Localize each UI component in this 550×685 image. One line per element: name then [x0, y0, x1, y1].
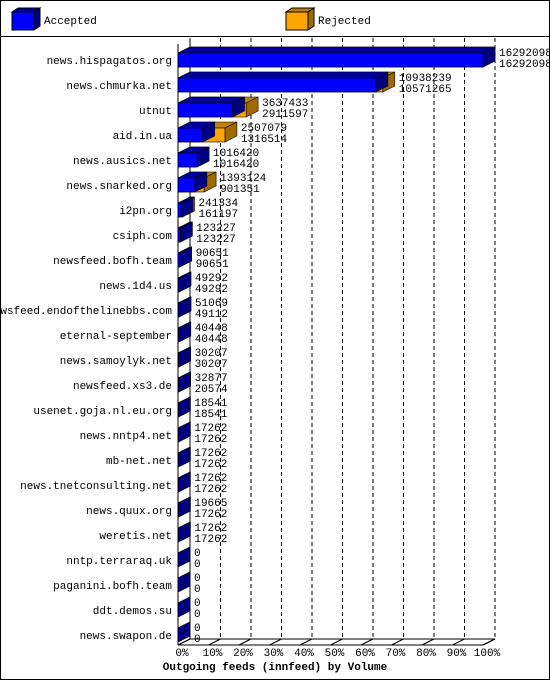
- x-tick-label: 90%: [447, 648, 467, 660]
- value-label: 17262: [194, 434, 227, 446]
- bar-face: [178, 153, 197, 167]
- value-label: 17262: [194, 484, 227, 496]
- category-label: ddt.demos.su: [93, 606, 172, 618]
- bar-face: [178, 53, 483, 67]
- value-label: 16292098: [499, 59, 550, 71]
- value-label: 0: [194, 634, 201, 646]
- bar-face: [178, 178, 195, 192]
- bar-face: [178, 228, 180, 242]
- category-label: i2pn.org: [119, 206, 172, 218]
- value-label: 2911597: [262, 109, 308, 121]
- value-label: 10571265: [399, 84, 452, 96]
- category-label: mb-net.net: [106, 456, 172, 468]
- category-label: news.swapon.de: [80, 631, 172, 643]
- legend-swatch: [12, 12, 34, 30]
- x-tick-label: 60%: [355, 648, 375, 660]
- chart-title: Outgoing feeds (innfeed) by Volume: [163, 662, 388, 674]
- value-label: 0: [194, 559, 201, 571]
- legend-swatch: [34, 8, 40, 30]
- x-tick-label: 20%: [233, 648, 253, 660]
- bar: [178, 47, 495, 67]
- x-tick-label: 80%: [416, 648, 436, 660]
- bar-face: [178, 47, 495, 53]
- value-label: 123227: [196, 234, 236, 246]
- bar: [178, 97, 245, 117]
- legend-swatch: [286, 12, 308, 30]
- value-label: 17262: [194, 509, 227, 521]
- legend-item: [286, 8, 314, 30]
- value-label: 901351: [220, 184, 260, 196]
- x-tick-label: 0%: [175, 648, 189, 660]
- value-label: 40448: [195, 334, 228, 346]
- category-label: news.tnetconsulting.net: [20, 481, 172, 493]
- legend-swatch: [308, 8, 314, 30]
- bar-face: [178, 72, 388, 78]
- category-label: aid.in.ua: [113, 131, 173, 143]
- category-label: news.quux.org: [86, 506, 172, 518]
- value-label: 49292: [195, 284, 228, 296]
- bar-face: [178, 103, 233, 117]
- bar-face: [178, 128, 203, 142]
- bar: [178, 122, 215, 142]
- category-label: csiph.com: [113, 231, 173, 243]
- category-label: weretis.net: [99, 531, 172, 543]
- x-tick-label: 30%: [264, 648, 284, 660]
- legend-label: Accepted: [44, 16, 97, 28]
- value-label: 0: [194, 609, 201, 621]
- category-label: paganini.bofh.team: [53, 581, 172, 593]
- category-label: newsfeed.bofh.team: [53, 256, 172, 268]
- category-label: news.samoylyk.net: [60, 356, 172, 368]
- category-label: utnut: [139, 106, 172, 118]
- bar-face: [178, 203, 181, 217]
- value-label: 30207: [195, 359, 228, 371]
- bar: [178, 72, 388, 92]
- category-label: news.snarked.org: [66, 181, 172, 193]
- x-tick-label: 100%: [474, 648, 501, 660]
- bar-face: [178, 278, 179, 292]
- bar-face: [178, 353, 179, 367]
- category-label: usenet.goja.nl.eu.org: [33, 406, 172, 418]
- value-label: 17262: [194, 459, 227, 471]
- category-label: news.hispagatos.org: [47, 56, 172, 68]
- category-label: newsfeed.xs3.de: [73, 381, 172, 393]
- category-label: nntp.terraraq.uk: [66, 556, 172, 568]
- value-label: 161197: [199, 209, 239, 221]
- value-label: 18541: [194, 409, 227, 421]
- bar-face: [178, 78, 376, 92]
- legend-item: [12, 8, 40, 30]
- x-tick-label: 70%: [386, 648, 406, 660]
- bar-face: [178, 303, 179, 317]
- x-tick-label: 50%: [325, 648, 345, 660]
- category-label: news.ausics.net: [73, 156, 172, 168]
- value-label: 20574: [195, 384, 228, 396]
- x-tick-label: 40%: [294, 648, 314, 660]
- value-label: 49112: [195, 309, 228, 321]
- category-label: eternal-september: [60, 331, 172, 343]
- legend-label: Rejected: [318, 16, 371, 28]
- bar-face: [178, 253, 180, 267]
- category-label: newsfeed.endofthelinebbs.com: [0, 306, 172, 318]
- category-label: news.chmurka.net: [66, 81, 172, 93]
- value-label: 1316514: [241, 134, 288, 146]
- value-label: 1016420: [213, 159, 259, 171]
- x-tick-label: 10%: [203, 648, 223, 660]
- value-label: 90651: [196, 259, 229, 271]
- bar-face: [178, 328, 179, 342]
- category-label: news.1d4.us: [99, 281, 172, 293]
- value-label: 17262: [194, 534, 227, 546]
- category-label: news.nntp4.net: [80, 431, 172, 443]
- value-label: 0: [194, 584, 201, 596]
